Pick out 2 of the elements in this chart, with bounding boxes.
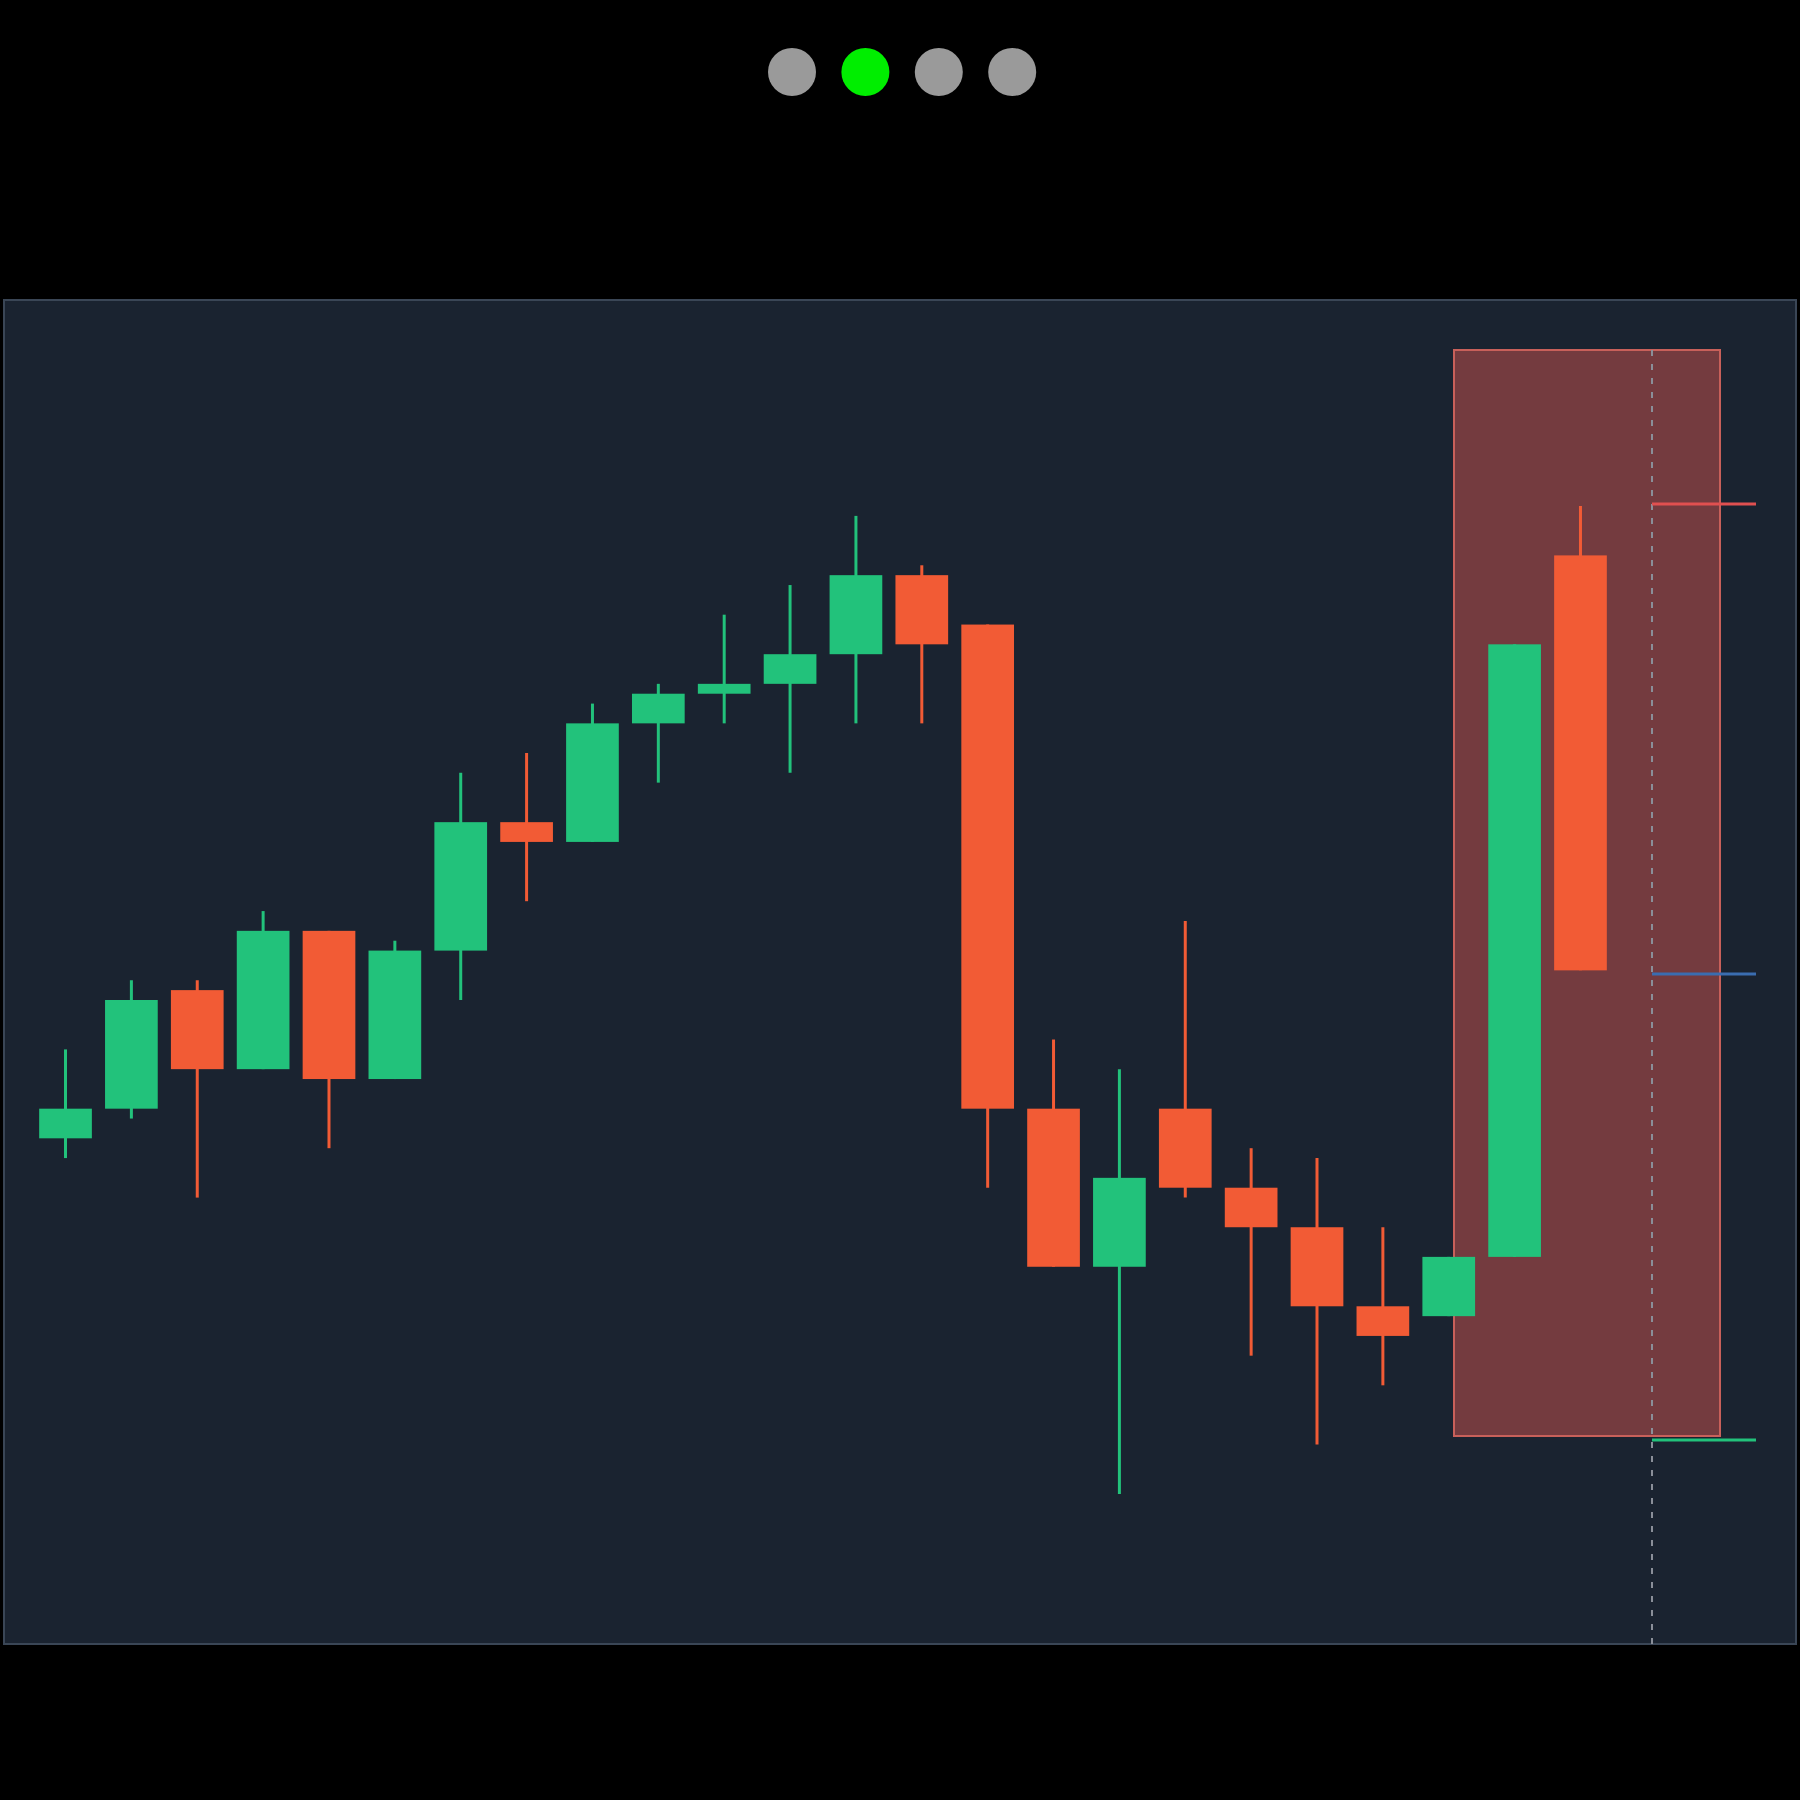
candlestick [500,751,553,903]
candlestick [697,613,751,725]
